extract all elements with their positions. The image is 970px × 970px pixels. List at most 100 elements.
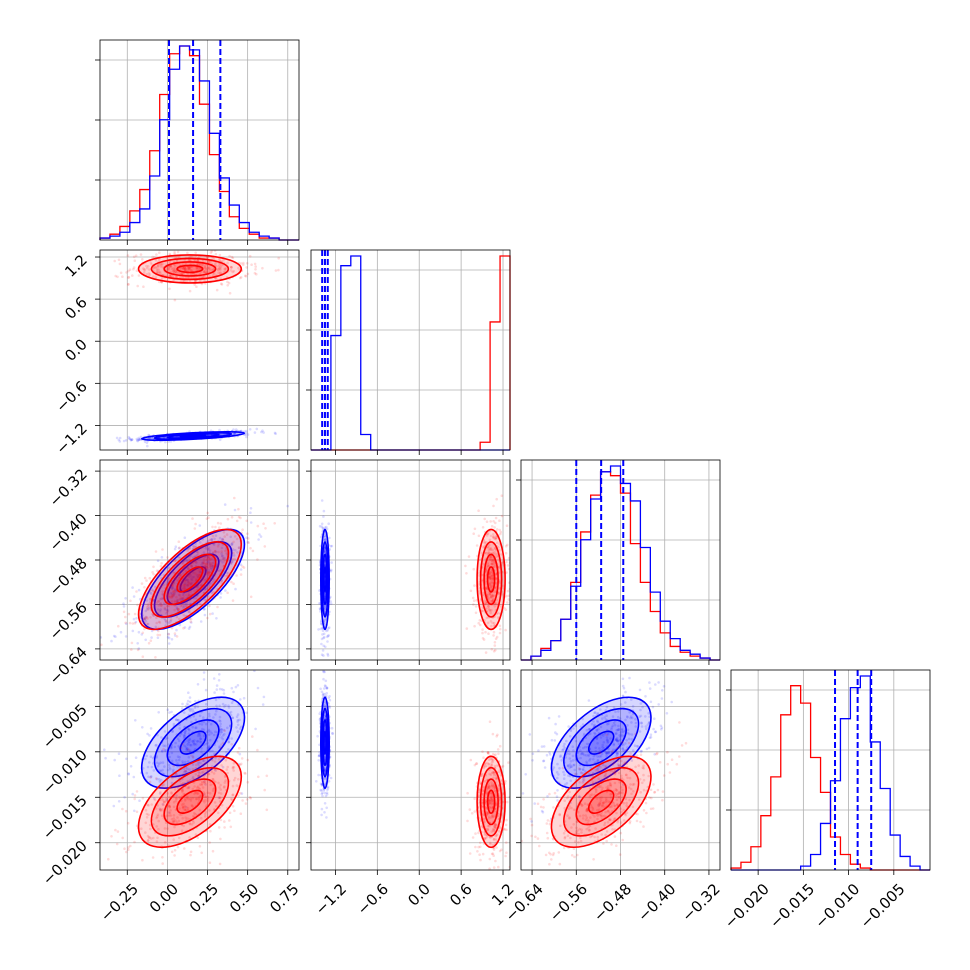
scatter-point: [239, 791, 242, 795]
scatter-point: [495, 777, 499, 780]
scatter-point: [485, 587, 489, 591]
scatter-point: [490, 830, 494, 833]
scatter-point: [594, 746, 597, 750]
contour-line: [479, 541, 503, 618]
scatter-point: [490, 562, 493, 565]
scatter-point: [582, 732, 586, 736]
scatter-point: [491, 813, 494, 817]
scatter-point: [185, 805, 188, 809]
scatter-point: [155, 253, 158, 256]
scatter-point: [220, 736, 223, 739]
scatter-point: [188, 700, 192, 704]
scatter-point: [493, 754, 496, 757]
scatter-point: [315, 780, 318, 783]
scatter-point: [200, 750, 203, 754]
scatter-point: [495, 598, 499, 602]
scatter-point: [648, 661, 651, 664]
scatter-point: [205, 739, 209, 742]
scatter-point: [179, 764, 182, 768]
density-fill: [164, 554, 216, 605]
scatter-panel-2-1: [310, 459, 511, 661]
scatter-point: [229, 797, 233, 801]
scatter-point: [233, 557, 236, 561]
scatter-point: [320, 522, 324, 526]
scatter-point: [217, 758, 221, 761]
scatter-point: [182, 824, 185, 828]
scatter-point: [253, 271, 257, 275]
scatter-point: [206, 266, 209, 270]
scatter-point: [174, 796, 178, 800]
scatter-point: [159, 761, 162, 764]
scatter-point: [326, 652, 330, 656]
scatter-point: [211, 777, 214, 781]
scatter-point: [487, 816, 491, 820]
scatter-point: [318, 712, 322, 715]
scatter-point: [317, 754, 321, 758]
scatter-point: [500, 494, 504, 498]
scatter-point: [596, 712, 599, 715]
scatter-point: [505, 818, 508, 822]
scatter-point: [246, 532, 249, 535]
scatter-point: [537, 749, 540, 752]
scatter-point: [572, 727, 575, 730]
scatter-point: [146, 834, 150, 838]
scatter-point: [144, 616, 147, 619]
scatter-point: [117, 624, 120, 628]
scatter-point: [143, 618, 146, 621]
scatter-point: [181, 806, 185, 810]
scatter-point: [202, 551, 206, 554]
scatter-point: [150, 837, 153, 840]
scatter-point: [196, 683, 200, 686]
scatter-point: [188, 598, 191, 602]
scatter-point: [141, 631, 145, 635]
scatter-point: [326, 634, 330, 638]
scatter-point: [200, 747, 203, 750]
scatter-point: [616, 736, 619, 740]
scatter-point: [606, 732, 610, 736]
scatter-point: [114, 635, 117, 638]
scatter-point: [488, 857, 492, 861]
scatter-point: [210, 250, 214, 253]
scatter-point: [136, 648, 140, 652]
scatter-point: [178, 623, 182, 627]
scatter-point: [150, 803, 153, 806]
scatter-point: [145, 266, 149, 270]
scatter-point: [184, 746, 188, 749]
scatter-point: [159, 769, 163, 773]
scatter-point: [170, 818, 174, 821]
density-fill: [154, 541, 232, 617]
scatter-point: [245, 711, 248, 715]
scatter-point: [166, 792, 170, 795]
scatter-point: [127, 275, 131, 279]
scatter-point: [639, 714, 643, 718]
scatter-point: [497, 787, 501, 791]
scatter-point: [214, 525, 217, 529]
scatter-point: [488, 785, 492, 789]
scatter-point: [488, 538, 492, 542]
scatter-point: [244, 433, 248, 437]
scatter-point: [207, 746, 211, 749]
scatter-point: [145, 754, 148, 758]
scatter-point: [145, 579, 148, 582]
scatter-point: [175, 635, 179, 638]
scatter-point: [597, 727, 600, 731]
scatter-point: [240, 531, 243, 535]
scatter-point: [168, 811, 172, 815]
scatter-point: [189, 709, 192, 713]
scatter-point: [481, 631, 484, 635]
scatter-point: [181, 790, 184, 794]
scatter-point: [188, 593, 191, 597]
scatter-point: [214, 769, 217, 772]
scatter-point: [498, 797, 502, 800]
scatter-point: [202, 716, 205, 719]
scatter-point: [488, 772, 491, 776]
scatter-point: [486, 786, 490, 789]
scatter-point: [216, 605, 219, 609]
scatter-panel-3-2: [520, 661, 721, 871]
scatter-point: [468, 852, 472, 855]
scatter-point: [492, 649, 496, 653]
scatter-point: [229, 535, 232, 539]
scatter-point: [180, 803, 184, 806]
scatter-point: [221, 557, 225, 560]
scatter-point: [471, 836, 475, 839]
